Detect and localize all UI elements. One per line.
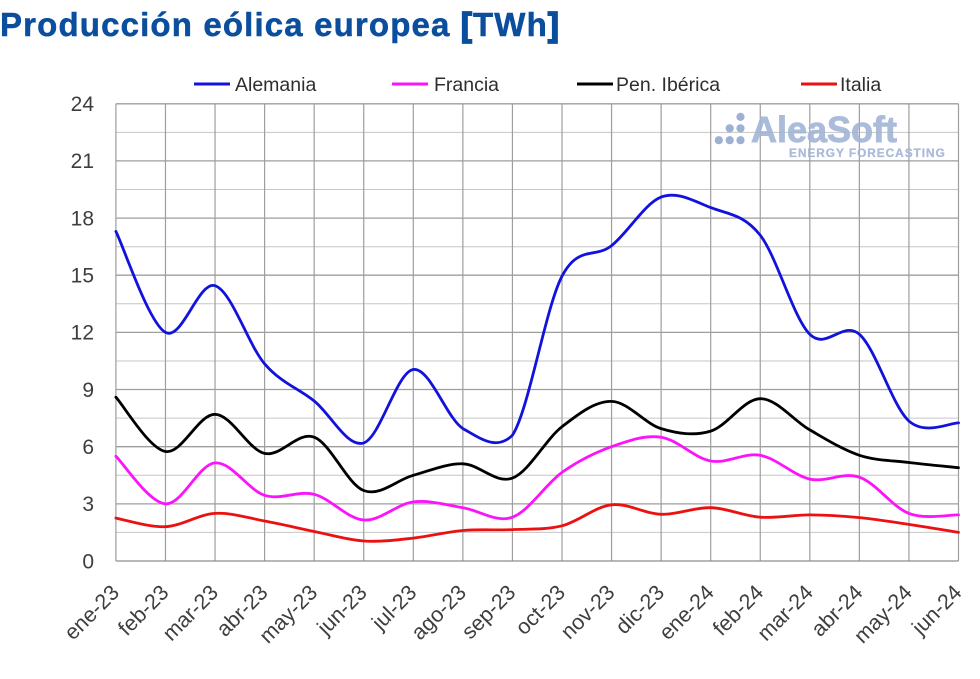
svg-text:Alemania: Alemania [235,74,316,96]
svg-text:12: 12 [71,322,94,345]
svg-text:21: 21 [71,150,94,173]
svg-text:ENERGY FORECASTING: ENERGY FORECASTING [789,146,946,160]
svg-text:AleaSoft: AleaSoft [751,109,897,150]
svg-text:6: 6 [82,436,94,459]
svg-text:24: 24 [71,93,95,116]
svg-text:Italia: Italia [840,74,881,96]
svg-text:18: 18 [71,207,94,230]
svg-text:3: 3 [82,493,94,516]
svg-text:9: 9 [82,379,94,402]
svg-text:Producción eólica europea [TWh: Producción eólica europea [TWh] [0,6,560,43]
svg-text:0: 0 [82,550,94,573]
svg-text:Francia: Francia [434,74,499,96]
svg-text:Pen. Ibérica: Pen. Ibérica [616,74,720,96]
svg-text:15: 15 [71,265,94,288]
